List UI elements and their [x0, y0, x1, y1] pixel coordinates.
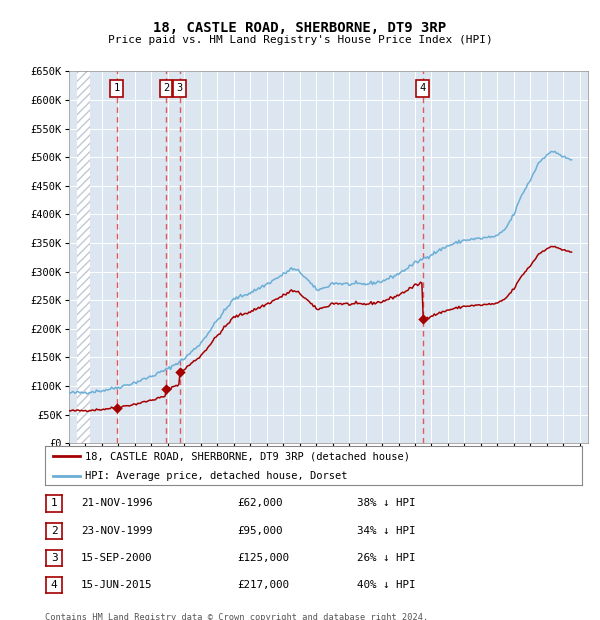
Text: 2: 2	[163, 84, 169, 94]
Text: £125,000: £125,000	[237, 553, 289, 563]
Text: £62,000: £62,000	[237, 498, 283, 508]
Text: £217,000: £217,000	[237, 580, 289, 590]
Text: 3: 3	[51, 553, 58, 563]
Text: 18, CASTLE ROAD, SHERBORNE, DT9 3RP (detached house): 18, CASTLE ROAD, SHERBORNE, DT9 3RP (det…	[85, 451, 410, 461]
Point	[175, 367, 184, 377]
Text: 21-NOV-1996: 21-NOV-1996	[81, 498, 152, 508]
Text: 4: 4	[419, 84, 425, 94]
Text: 15-JUN-2015: 15-JUN-2015	[81, 580, 152, 590]
Text: £95,000: £95,000	[237, 526, 283, 536]
Text: 1: 1	[51, 498, 58, 508]
Text: 15-SEP-2000: 15-SEP-2000	[81, 553, 152, 563]
Text: 3: 3	[176, 84, 183, 94]
Text: 38% ↓ HPI: 38% ↓ HPI	[357, 498, 415, 508]
Text: 23-NOV-1999: 23-NOV-1999	[81, 526, 152, 536]
Text: 1: 1	[113, 84, 120, 94]
Point	[418, 314, 427, 324]
Text: 18, CASTLE ROAD, SHERBORNE, DT9 3RP: 18, CASTLE ROAD, SHERBORNE, DT9 3RP	[154, 21, 446, 35]
Text: 2: 2	[51, 526, 58, 536]
Text: HPI: Average price, detached house, Dorset: HPI: Average price, detached house, Dors…	[85, 471, 348, 481]
Text: 34% ↓ HPI: 34% ↓ HPI	[357, 526, 415, 536]
Text: Price paid vs. HM Land Registry's House Price Index (HPI): Price paid vs. HM Land Registry's House …	[107, 35, 493, 45]
Text: 40% ↓ HPI: 40% ↓ HPI	[357, 580, 415, 590]
Point	[161, 384, 171, 394]
Text: 26% ↓ HPI: 26% ↓ HPI	[357, 553, 415, 563]
Text: 4: 4	[51, 580, 58, 590]
Text: Contains HM Land Registry data © Crown copyright and database right 2024.: Contains HM Land Registry data © Crown c…	[45, 613, 428, 620]
Point	[112, 403, 122, 413]
